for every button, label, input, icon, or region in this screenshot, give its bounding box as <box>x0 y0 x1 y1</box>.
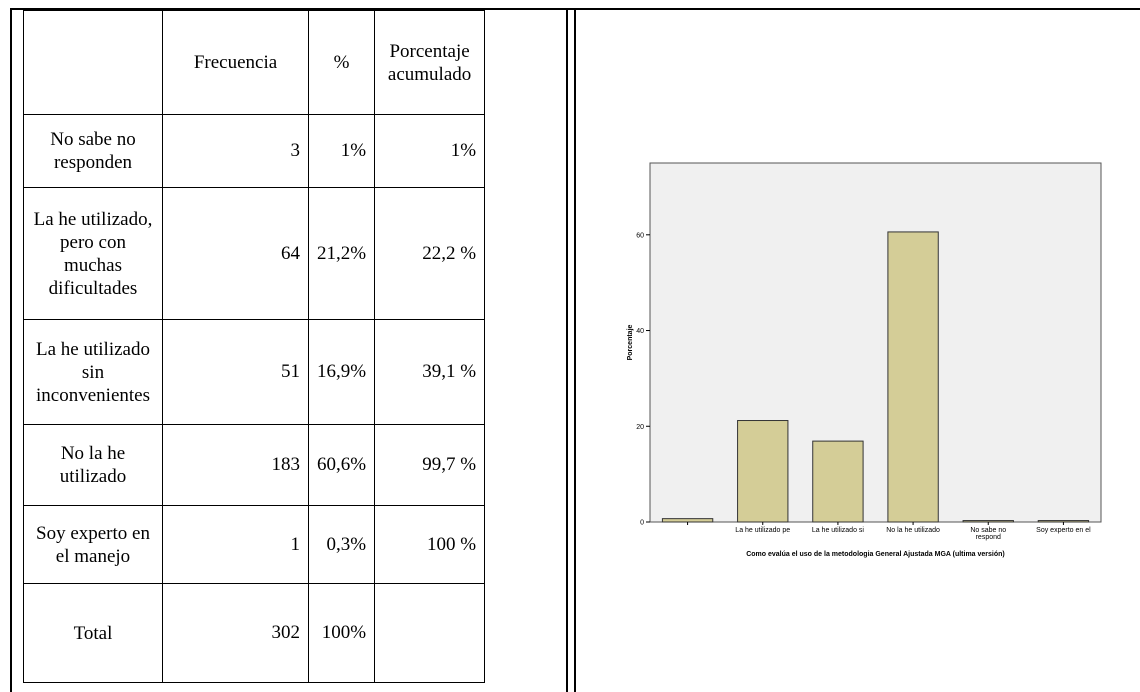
row-pct: 21,2% <box>307 187 376 320</box>
row-cum: 1% <box>374 114 486 188</box>
bar <box>737 420 789 523</box>
header-empty <box>23 10 163 115</box>
row-freq: 3 <box>162 114 309 188</box>
x-tick-label: La he utilizado pe <box>735 527 790 534</box>
row-cum <box>374 583 486 683</box>
bar <box>962 520 1014 523</box>
row-freq: 64 <box>162 187 309 320</box>
bar-chart-svg: 0 20 40 60 Porcentaje La he utilizado pe La he… <box>627 162 1102 558</box>
row-freq: 51 <box>162 319 309 425</box>
table-header-row: Frecuencia % Porcentaje acumulado <box>23 10 486 115</box>
row-pct: 16,9% <box>307 319 376 425</box>
table-row: No sabe no responden 3 1% 1% <box>23 114 486 188</box>
row-cum: 100 % <box>374 505 486 584</box>
table-row-total: Total 302 100% <box>23 583 486 683</box>
row-freq: 1 <box>162 505 309 584</box>
table-row: La he utilizado, pero con muchas dificul… <box>23 187 486 320</box>
y-tick-label: 60 <box>636 232 644 239</box>
row-pct: 100% <box>307 583 376 683</box>
bar <box>887 231 939 523</box>
header-percent: % <box>307 10 376 115</box>
row-cum: 99,7 % <box>374 424 486 506</box>
bar <box>812 440 864 523</box>
plot-area <box>649 162 1102 523</box>
row-freq: 302 <box>162 583 309 683</box>
row-pct: 0,3% <box>307 505 376 584</box>
table-row: Soy experto en el manejo 1 0,3% 100 % <box>23 505 486 584</box>
row-label: La he utilizado sin inconvenientes <box>23 319 163 425</box>
row-cum: 39,1 % <box>374 319 486 425</box>
row-label: No sabe no responden <box>23 114 163 188</box>
frame-mid-rule-1 <box>566 8 568 692</box>
row-pct: 1% <box>307 114 376 188</box>
header-frecuencia: Frecuencia <box>162 10 309 115</box>
header-acumulado: Porcentaje acumulado <box>374 10 486 115</box>
row-cum: 22,2 % <box>374 187 486 320</box>
x-tick-label: La he utilizado si <box>812 527 865 534</box>
y-axis-label: Porcentaje <box>627 324 634 360</box>
bar <box>661 518 714 523</box>
table-row: No la he utilizado 183 60,6% 99,7 % <box>23 424 486 506</box>
row-freq: 183 <box>162 424 309 506</box>
row-label: La he utilizado, pero con muchas dificul… <box>23 187 163 320</box>
row-label: Total <box>23 583 163 683</box>
x-tick-label: No sabe no <box>970 527 1006 534</box>
x-tick-label: respond <box>976 534 1001 541</box>
row-label: No la he utilizado <box>23 424 163 506</box>
x-axis-label: Como evalúa el uso de la metodologia Gen… <box>746 551 1005 558</box>
frame-left-rule <box>10 8 12 692</box>
row-pct: 60,6% <box>307 424 376 506</box>
table-row: La he utilizado sin inconvenientes 51 16… <box>23 319 486 425</box>
frequency-table: Frecuencia % Porcentaje acumulado No sab… <box>23 10 486 683</box>
y-tick-label: 40 <box>636 328 644 335</box>
x-tick-label: No la he utilizado <box>886 527 940 534</box>
bar <box>1037 520 1090 523</box>
frame-mid-rule-2 <box>574 8 576 692</box>
y-tick-label: 0 <box>640 520 644 527</box>
x-tick-label: Soy experto en el <box>1036 527 1091 534</box>
bar-chart: 0 20 40 60 Porcentaje La he utilizado pe La he… <box>600 150 1110 590</box>
row-label: Soy experto en el manejo <box>23 505 163 584</box>
y-tick-label: 20 <box>636 424 644 431</box>
